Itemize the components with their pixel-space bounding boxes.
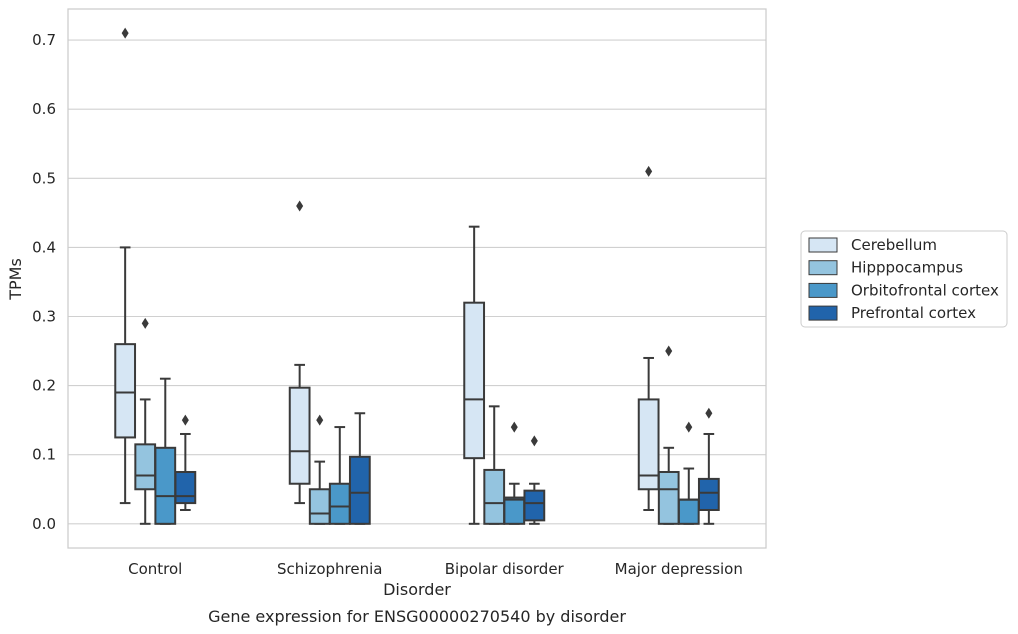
- legend-label-cerebellum: Cerebellum: [851, 236, 937, 254]
- x-tick-label: Bipolar disorder: [445, 560, 565, 578]
- y-tick-label: 0.4: [32, 238, 56, 256]
- legend-label-orbitofrontal: Orbitofrontal cortex: [851, 281, 999, 299]
- box-hippocampus: [657, 345, 680, 525]
- grid-lines: [68, 39, 766, 525]
- legend-label-hippocampus: Hipppocampus: [851, 259, 963, 277]
- y-tick-label: 0.6: [32, 100, 56, 118]
- y-tick-label: 0.0: [32, 515, 56, 533]
- box-hippocampus: [134, 317, 157, 525]
- outlier-point: [181, 414, 189, 426]
- box-orbitofrontal: [677, 421, 700, 525]
- legend-swatch-hippocampus: [808, 260, 838, 276]
- box-iqr: [657, 470, 680, 525]
- x-tick-label: Major depression: [615, 560, 743, 578]
- outlier-point: [685, 421, 693, 433]
- outlier-point: [296, 200, 304, 212]
- outlier-point: [121, 27, 129, 39]
- box-iqr: [308, 488, 331, 525]
- legend-swatch-orbitofrontal: [808, 282, 838, 298]
- legend-swatch-cerebellum: [808, 237, 838, 253]
- box-iqr: [503, 496, 526, 525]
- y-tick-label: 0.2: [32, 377, 56, 395]
- box-orbitofrontal: [154, 377, 177, 525]
- box-iqr: [174, 470, 197, 505]
- outlier-point: [510, 421, 518, 433]
- y-axis-title: TPMs: [6, 258, 25, 301]
- box-iqr: [348, 455, 371, 525]
- outlier-point: [530, 435, 538, 447]
- box-iqr: [637, 398, 660, 491]
- legend-swatch-prefrontal: [808, 305, 838, 321]
- outlier-point: [665, 345, 673, 357]
- outlier-point: [141, 317, 149, 329]
- box-iqr: [328, 482, 351, 525]
- y-tick-label: 0.5: [32, 169, 56, 187]
- y-axis-ticks: 0.0 0.1 0.2 0.3 0.4 0.5 0.6 0.7: [32, 31, 56, 533]
- box-orbitofrontal: [503, 421, 526, 525]
- box-iqr: [483, 468, 506, 525]
- outlier-point: [705, 407, 713, 419]
- legend: Cerebellum Hipppocampus Orbitofrontal cort…: [800, 230, 1008, 328]
- box-iqr: [288, 386, 311, 485]
- box-prefrontal: [174, 414, 197, 511]
- box-orbitofrontal: [328, 426, 351, 525]
- y-tick-label: 0.3: [32, 308, 56, 326]
- chart-caption: Gene expression for ENSG00000270540 by d…: [208, 607, 626, 626]
- box-iqr: [697, 477, 720, 511]
- x-axis-ticks: Control Schizophrenia Bipolar disorder Majo…: [128, 560, 743, 578]
- box-cerebellum: [114, 27, 137, 505]
- y-tick-label: 0.1: [32, 446, 56, 464]
- box-series: [114, 27, 720, 525]
- plot-area-frame: [67, 8, 767, 549]
- box-iqr: [523, 489, 546, 522]
- y-tick-label: 0.7: [32, 31, 56, 49]
- box-hippocampus: [483, 405, 506, 525]
- outlier-point: [316, 414, 324, 426]
- box-prefrontal: [697, 407, 720, 525]
- x-tick-label: Schizophrenia: [277, 560, 382, 578]
- box-cerebellum: [288, 200, 311, 505]
- legend-frame: [800, 230, 1008, 328]
- box-hippocampus: [308, 414, 331, 525]
- box-iqr: [463, 301, 486, 460]
- box-prefrontal: [348, 412, 371, 525]
- legend-label-prefrontal: Prefrontal cortex: [851, 304, 976, 322]
- box-iqr: [677, 498, 700, 525]
- outlier-point: [645, 165, 653, 177]
- box-cerebellum: [463, 225, 486, 525]
- x-axis-title: Disorder: [383, 580, 451, 599]
- box-iqr: [154, 446, 177, 525]
- box-iqr: [114, 343, 137, 439]
- box-iqr: [134, 443, 157, 491]
- box-cerebellum: [637, 165, 660, 511]
- box-prefrontal: [523, 435, 546, 525]
- x-tick-label: Control: [128, 560, 182, 578]
